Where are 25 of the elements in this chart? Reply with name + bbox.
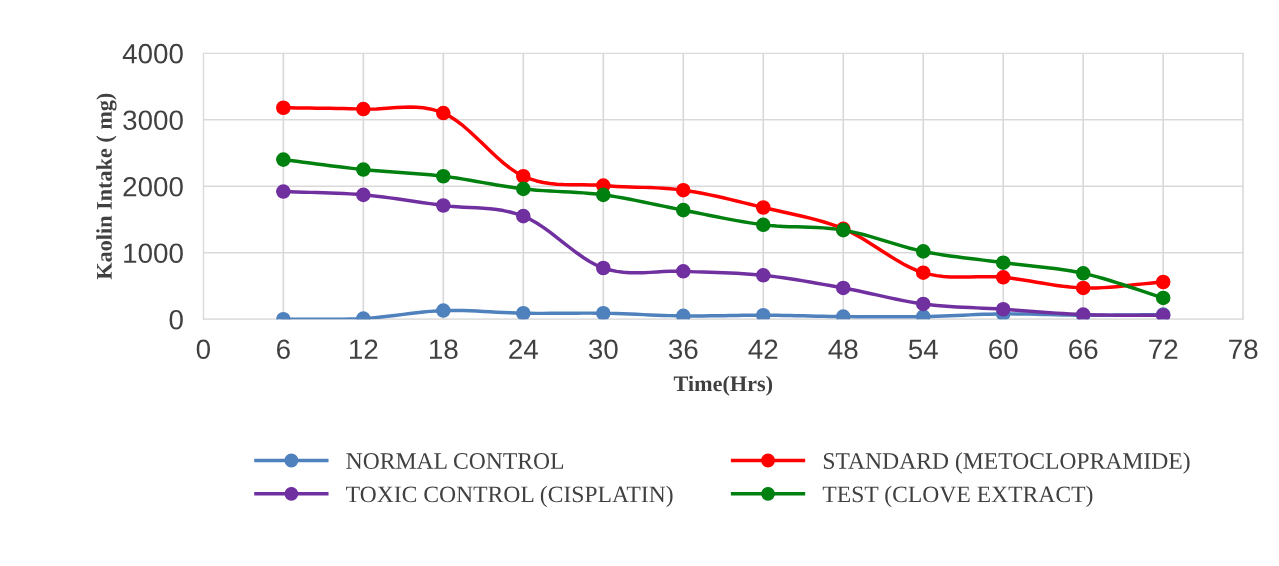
x-tick-label: 54 (908, 339, 938, 360)
y-tick-label: 4000 (122, 43, 183, 64)
x-tick-label: 24 (509, 339, 538, 359)
x-tick-label: 12 (350, 339, 378, 359)
legend-label: TOXIC CONTROL (CISPLATIN) (346, 485, 673, 508)
x-tick-label: 78 (1229, 339, 1258, 360)
x-tick-label: 18 (429, 339, 458, 360)
x-tick-label: 6 (277, 339, 290, 360)
y-tick-label: 0 (169, 309, 183, 330)
x-tick-label: 0 (196, 339, 210, 360)
x-axis-title: Time(Hrs) (673, 375, 773, 396)
x-tick-label: 48 (828, 339, 858, 360)
legend-label: NORMAL CONTROL (346, 453, 564, 469)
x-tick-label: 72 (1149, 339, 1178, 359)
x-tick-label: 66 (1069, 339, 1098, 360)
x-tick-label: 30 (588, 339, 618, 360)
x-tick-label: 42 (748, 339, 778, 359)
x-tick-label: 36 (668, 339, 698, 360)
y-tick-label: 2000 (123, 176, 183, 197)
x-tick-label: 60 (989, 339, 1018, 360)
y-axis-title: Kaolin Intake ( mg) (96, 93, 117, 280)
y-tick-label: 3000 (123, 110, 183, 131)
y-tick-label: 1000 (124, 243, 183, 264)
legend-label: STANDARD (METOCLOPRAMIDE) (823, 452, 1190, 474)
legend-label: TEST (CLOVE EXTRACT) (822, 485, 1093, 508)
